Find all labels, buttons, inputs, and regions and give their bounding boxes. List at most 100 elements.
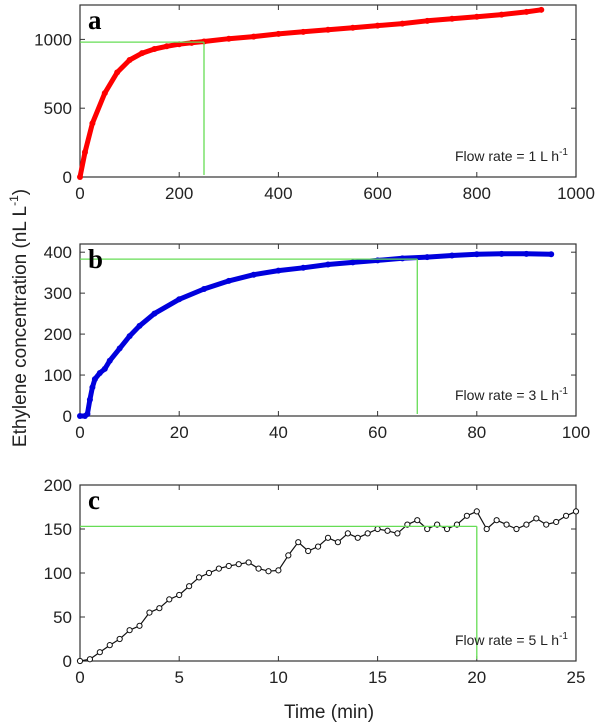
- data-point: [201, 286, 207, 293]
- data-point: [201, 38, 207, 45]
- data-point: [126, 57, 133, 64]
- data-point: [275, 30, 282, 37]
- data-point: [503, 521, 510, 528]
- data-point: [156, 605, 163, 612]
- y-tick-label: 200: [44, 476, 72, 495]
- data-point: [473, 251, 480, 258]
- data-point: [513, 525, 520, 533]
- x-tick-label: 0: [75, 423, 84, 442]
- data-point: [86, 396, 93, 403]
- data-point: [176, 296, 183, 303]
- data-point: [548, 251, 555, 258]
- x-tick-label: 15: [368, 668, 387, 687]
- x-tick-label: 600: [363, 184, 391, 203]
- y-tick-label: 50: [53, 608, 72, 627]
- data-point: [572, 508, 580, 515]
- data-point: [77, 174, 83, 180]
- data-point: [136, 322, 143, 329]
- data-point: [533, 515, 540, 522]
- data-point: [414, 517, 421, 524]
- x-tick-label: 80: [467, 423, 486, 442]
- y-tick-label: 0: [63, 652, 72, 671]
- data-point: [424, 254, 431, 261]
- data-point: [354, 534, 361, 541]
- data-point: [334, 539, 342, 546]
- data-point: [305, 547, 312, 555]
- data-point: [483, 525, 490, 533]
- y-axis-title: Ethylene concentration (nL L-1): [7, 189, 31, 447]
- data-point: [523, 250, 530, 257]
- y-tick-label: 200: [44, 325, 72, 344]
- data-point: [96, 649, 103, 656]
- flow-rate-label: Flow rate = 3 L h-1: [455, 386, 568, 403]
- data-point: [176, 591, 183, 599]
- data-point: [250, 33, 257, 40]
- y-tick-label: 150: [44, 520, 72, 539]
- data-point: [91, 376, 98, 383]
- panel-a: 0 200 400 600 800 1000 0 500 1000 a Flow rate = 1 …: [34, 4, 595, 203]
- data-point: [151, 310, 158, 317]
- data-point: [523, 521, 530, 528]
- data-point: [225, 277, 232, 284]
- data-point: [225, 562, 232, 570]
- x-tick-label: 60: [368, 423, 387, 442]
- data-point: [553, 518, 560, 526]
- y-tick-label: 400: [44, 243, 72, 262]
- data-point: [215, 565, 222, 572]
- data-point: [325, 261, 331, 268]
- y-tick-label: 0: [63, 168, 72, 187]
- data-point: [424, 525, 431, 533]
- data-point: [275, 567, 282, 574]
- data-point: [106, 357, 113, 364]
- x-tick-label: 5: [174, 668, 183, 687]
- data-point: [235, 561, 242, 568]
- data-point: [114, 69, 121, 76]
- data-point: [424, 17, 431, 24]
- data-point: [374, 22, 381, 29]
- data-point: [473, 508, 480, 515]
- x-tick-label: 400: [264, 184, 292, 203]
- data-point: [205, 569, 213, 577]
- y-tick-label: 100: [44, 564, 72, 583]
- data-point: [463, 512, 470, 519]
- data-point: [493, 517, 500, 524]
- data-point: [76, 657, 84, 665]
- x-tick-label: 20: [467, 668, 486, 687]
- panel-c: 0 5 10 15 20 25 0 50 100 150 200 c Flow rate = 5 L h…: [44, 476, 586, 687]
- flow-rate-label: Flow rate = 5 L h-1: [455, 631, 568, 648]
- y-tick-label: 100: [44, 366, 72, 385]
- data-point: [562, 512, 570, 519]
- flow-rate-label: Flow rate = 1 L h-1: [455, 147, 568, 164]
- data-point: [86, 656, 94, 663]
- data-point: [151, 46, 158, 53]
- data-point: [84, 410, 91, 417]
- x-axis-title: Time (min): [284, 702, 374, 723]
- data-point: [349, 24, 356, 31]
- data-point: [255, 565, 262, 572]
- data-point: [498, 11, 505, 18]
- data-point: [89, 384, 96, 391]
- data-point: [126, 333, 133, 340]
- y-tick-label: 0: [63, 407, 72, 426]
- y-tick-label: 500: [44, 99, 72, 118]
- data-point: [473, 13, 480, 20]
- data-point: [81, 149, 88, 156]
- data-point: [399, 255, 406, 262]
- data-point: [374, 257, 381, 264]
- panel-letter: c: [88, 485, 100, 515]
- x-tick-label: 25: [567, 668, 586, 687]
- data-point: [136, 622, 143, 629]
- panel-letter: a: [88, 5, 102, 35]
- data-point: [116, 635, 123, 643]
- data-point: [344, 530, 351, 537]
- y-tick-label: 300: [44, 284, 72, 303]
- data-point: [324, 534, 332, 541]
- data-point: [300, 28, 307, 35]
- data-point: [188, 39, 195, 46]
- data-point: [443, 525, 451, 533]
- data-point: [314, 543, 322, 550]
- data-point: [449, 252, 455, 259]
- data-point: [364, 530, 371, 537]
- data-point: [116, 345, 123, 352]
